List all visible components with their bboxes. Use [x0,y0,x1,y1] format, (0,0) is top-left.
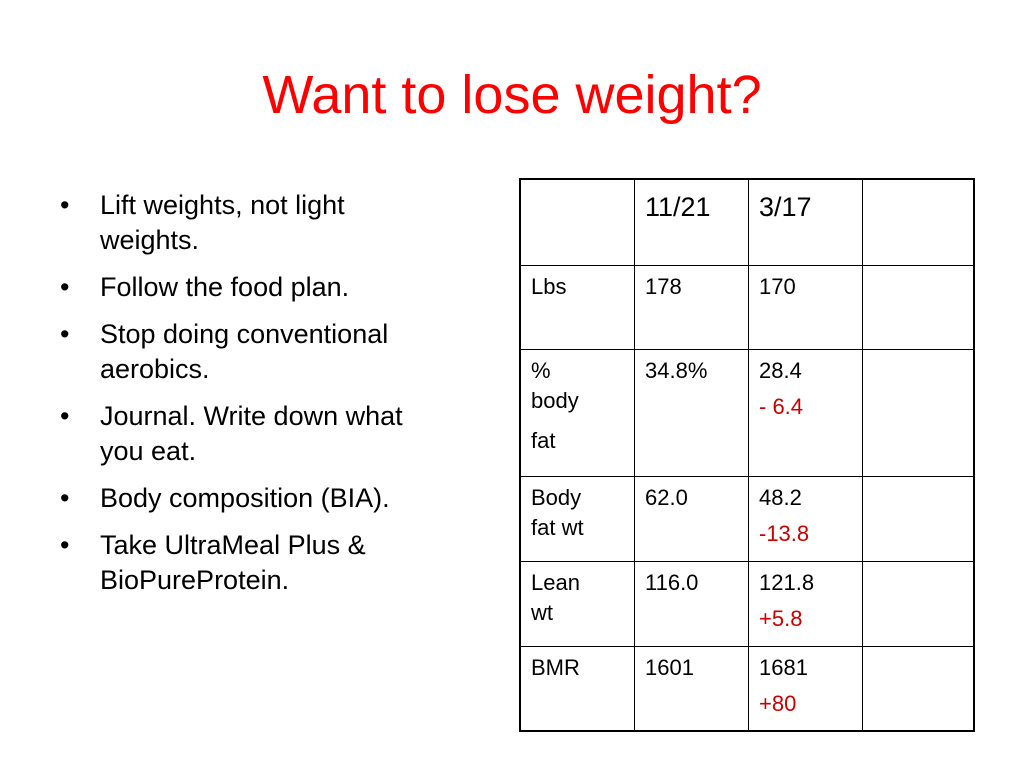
row-label: Lean [531,569,580,595]
change-value: -13.8 [759,520,810,546]
table-row: Lean wt 116.0 121.8 +5.8 [519,560,975,647]
value-cell: 1681 +80 [748,645,863,732]
row-label: Body [531,484,582,510]
value-cell: 116.0 [634,560,749,647]
row-label-cell: BMR [519,645,635,732]
value-317: 121.8 [759,569,815,595]
bullet-line: Stop doing conventional [100,319,389,349]
empty-cell [862,264,975,350]
row-label: % [531,357,551,383]
bullet-item: • Journal. Write down what you eat. [58,399,498,469]
value-cell: 28.4 - 6.4 [748,348,863,477]
row-label: fat [531,427,556,453]
bullet-item: • Lift weights, not light weights. [58,188,498,258]
header-cell [862,178,975,266]
bullet-icon: • [60,319,70,349]
header-cell: 11/21 [634,178,749,266]
bullet-line: BioPureProtein. [100,565,290,595]
body-composition-table: 11/21 3/17 Lbs 178 170 % body fat 34.8% … [519,178,975,732]
value-cell: 48.2 -13.8 [748,475,863,562]
bullet-item: • Follow the food plan. [58,270,498,305]
value-317: 28.4 [759,357,802,383]
change-value: +5.8 [759,605,803,631]
bullet-item: • Body composition (BIA). [58,481,498,516]
bullet-item: • Take UltraMeal Plus & BioPureProtein. [58,528,498,598]
bullet-line: Body composition (BIA). [100,483,390,513]
empty-cell [862,560,975,647]
empty-cell [862,645,975,732]
bullet-icon: • [60,272,70,302]
empty-cell [862,348,975,477]
value-1121: 116.0 [645,569,699,595]
bullet-list: • Lift weights, not light weights. • Follow… [58,188,498,610]
table-header-row: 11/21 3/17 [519,178,975,266]
value-cell: 121.8 +5.8 [748,560,863,647]
row-label: BMR [531,654,580,680]
row-label: Lbs [531,273,567,299]
change-value: +80 [759,690,797,716]
value-317: 1681 [759,654,808,680]
bullet-icon: • [60,401,70,431]
header-cell: 3/17 [748,178,863,266]
row-label-cell: Body fat wt [519,475,635,562]
bullet-item: • Stop doing conventional aerobics. [58,317,498,387]
slide-title: Want to lose weight? [262,65,762,125]
bullet-line: Take UltraMeal Plus & [100,530,366,560]
row-label-cell: Lbs [519,264,635,350]
row-label: fat wt [531,514,584,540]
value-cell: 178 [634,264,749,350]
value-1121: 34.8% [645,357,708,383]
row-label: wt [531,599,553,625]
change-value: - 6.4 [759,393,804,419]
row-label-cell: Lean wt [519,560,635,647]
value-317: 170 [759,273,796,299]
table-row: % body fat 34.8% 28.4 - 6.4 [519,348,975,477]
bullet-line: Journal. Write down what [100,401,403,431]
value-cell: 170 [748,264,863,350]
bullet-line: you eat. [100,436,197,466]
empty-cell [862,475,975,562]
bullet-icon: • [60,190,70,220]
value-cell: 1601 [634,645,749,732]
value-1121: 1601 [645,654,694,680]
bullet-line: weights. [100,225,200,255]
header-cell [519,178,635,266]
bullet-icon: • [60,483,70,513]
value-cell: 62.0 [634,475,749,562]
bullet-icon: • [60,530,70,560]
value-317: 48.2 [759,484,802,510]
table-row: Body fat wt 62.0 48.2 -13.8 [519,475,975,562]
bullet-line: aerobics. [100,354,210,384]
table-row: Lbs 178 170 [519,264,975,350]
row-label: body [531,387,579,413]
value-1121: 178 [645,273,682,299]
bullet-line: Lift weights, not light [100,190,345,220]
value-cell: 34.8% [634,348,749,477]
value-1121: 62.0 [645,484,688,510]
table-row: BMR 1601 1681 +80 [519,645,975,732]
row-label-cell: % body fat [519,348,635,477]
bullet-line: Follow the food plan. [100,272,350,302]
